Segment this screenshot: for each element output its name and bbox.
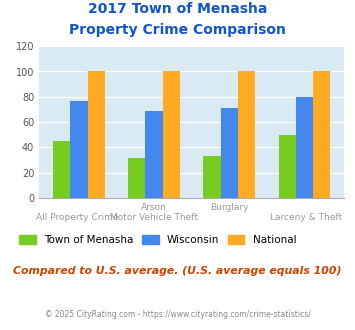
Text: 2017 Town of Menasha: 2017 Town of Menasha (88, 2, 267, 16)
Text: Larceny & Theft: Larceny & Theft (270, 213, 342, 222)
Text: Compared to U.S. average. (U.S. average equals 100): Compared to U.S. average. (U.S. average … (13, 266, 342, 276)
Bar (279, 135, 296, 198)
Bar (163, 72, 180, 198)
Bar (70, 101, 88, 198)
Bar (221, 108, 238, 198)
Bar (296, 97, 313, 198)
Text: Burglary: Burglary (211, 203, 249, 212)
Text: All Property Crime: All Property Crime (36, 213, 119, 222)
Bar (128, 157, 146, 198)
Text: © 2025 CityRating.com - https://www.cityrating.com/crime-statistics/: © 2025 CityRating.com - https://www.city… (45, 310, 310, 319)
Bar (203, 156, 221, 198)
Legend: Town of Menasha, Wisconsin, National: Town of Menasha, Wisconsin, National (20, 235, 296, 245)
Bar (53, 141, 70, 198)
Text: Motor Vehicle Theft: Motor Vehicle Theft (110, 213, 197, 222)
Bar (88, 72, 105, 198)
Bar (238, 72, 255, 198)
Bar (146, 111, 163, 198)
Text: Arson: Arson (141, 203, 166, 212)
Bar (313, 72, 331, 198)
Text: Property Crime Comparison: Property Crime Comparison (69, 23, 286, 37)
